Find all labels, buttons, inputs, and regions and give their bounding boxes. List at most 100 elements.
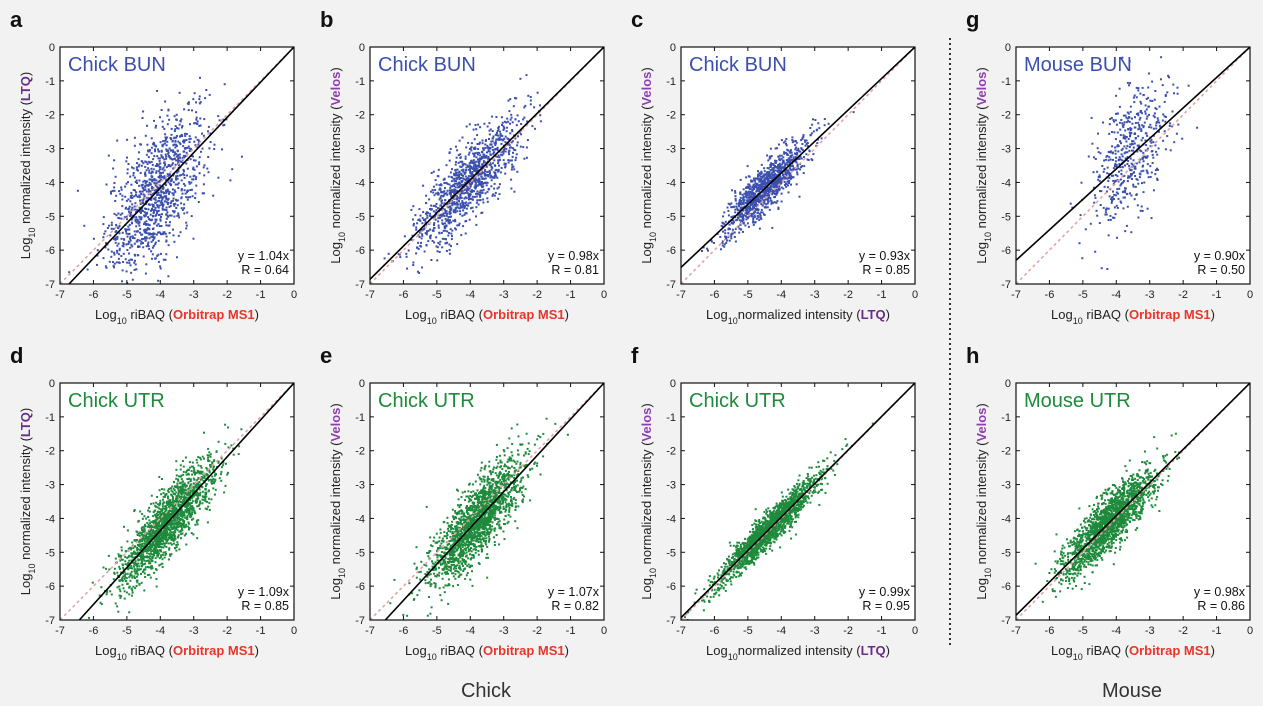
data-point (507, 142, 510, 145)
data-point (493, 194, 496, 197)
data-point (152, 215, 155, 218)
data-point (1127, 120, 1130, 122)
data-point (157, 528, 159, 531)
data-point (189, 175, 192, 178)
data-point (1154, 144, 1157, 147)
data-point (753, 215, 756, 218)
data-point (757, 178, 760, 181)
data-point (1114, 179, 1117, 182)
data-point (1124, 151, 1127, 154)
data-point (114, 241, 117, 244)
data-point (1096, 170, 1099, 173)
data-point (1124, 189, 1126, 192)
data-point (150, 550, 153, 553)
x-tick-label: -7 (55, 289, 65, 301)
data-point (772, 201, 775, 204)
data-point (463, 197, 466, 200)
data-point (1113, 198, 1115, 200)
data-point (160, 538, 163, 541)
data-point (759, 175, 762, 178)
data-point (129, 215, 132, 217)
data-point (146, 227, 149, 230)
data-point (167, 152, 170, 155)
data-point (779, 166, 782, 169)
data-point (506, 143, 509, 146)
data-point (478, 142, 481, 145)
data-point (760, 182, 763, 185)
data-point (1106, 166, 1109, 169)
data-point (496, 130, 499, 132)
data-point (168, 192, 170, 195)
data-point (734, 228, 737, 230)
data-point (737, 209, 740, 212)
data-point (491, 148, 494, 151)
data-point (129, 213, 132, 216)
data-point (489, 128, 492, 131)
data-point (1168, 76, 1170, 79)
data-point (190, 148, 192, 151)
identity-line (1016, 47, 1250, 284)
data-point (157, 148, 159, 151)
data-point (482, 201, 485, 204)
data-point (464, 155, 467, 158)
data-point (490, 165, 493, 168)
data-point (457, 199, 460, 202)
data-point (227, 446, 230, 449)
data-point (429, 237, 432, 240)
data-point (514, 149, 517, 152)
data-point (734, 208, 737, 211)
data-point (113, 251, 116, 254)
data-point (1154, 107, 1157, 110)
data-point (1094, 158, 1097, 160)
data-point (475, 192, 477, 195)
data-point (740, 202, 743, 205)
data-point (145, 203, 148, 206)
data-point (187, 109, 190, 112)
data-point (153, 155, 156, 158)
data-point (787, 149, 789, 152)
data-point (514, 137, 517, 140)
data-point (760, 211, 763, 214)
data-point (164, 529, 167, 532)
data-point (1108, 176, 1111, 179)
x-tick-label: -2 (843, 289, 853, 301)
data-point (1127, 175, 1130, 178)
data-point (180, 118, 183, 121)
data-point (156, 254, 159, 257)
data-point (112, 167, 115, 170)
data-point (68, 271, 71, 274)
data-point (1133, 101, 1136, 104)
data-point (1166, 135, 1169, 138)
data-point (162, 546, 165, 549)
data-point (153, 236, 156, 239)
data-point (484, 143, 487, 146)
data-point (173, 500, 176, 503)
data-point (478, 151, 481, 154)
data-point (795, 141, 798, 144)
data-point (189, 484, 192, 487)
data-point (224, 484, 227, 487)
data-point (164, 139, 167, 142)
data-point (796, 153, 799, 156)
data-point (120, 554, 123, 557)
data-point (753, 214, 756, 217)
data-point (189, 493, 192, 496)
data-point (162, 232, 165, 235)
data-point (515, 156, 518, 159)
data-point (150, 198, 153, 201)
data-point (126, 540, 129, 543)
ylabel-label-subscript: 10 (27, 228, 37, 238)
data-point (170, 183, 172, 186)
data-point (140, 216, 143, 219)
data-point (428, 214, 431, 217)
data-point (514, 97, 516, 99)
data-point (152, 168, 155, 171)
data-point (141, 160, 144, 163)
data-point (747, 191, 750, 194)
data-point (120, 217, 123, 220)
data-point (182, 168, 185, 171)
data-point (176, 517, 179, 520)
data-point (1141, 182, 1143, 185)
data-point (511, 155, 514, 158)
